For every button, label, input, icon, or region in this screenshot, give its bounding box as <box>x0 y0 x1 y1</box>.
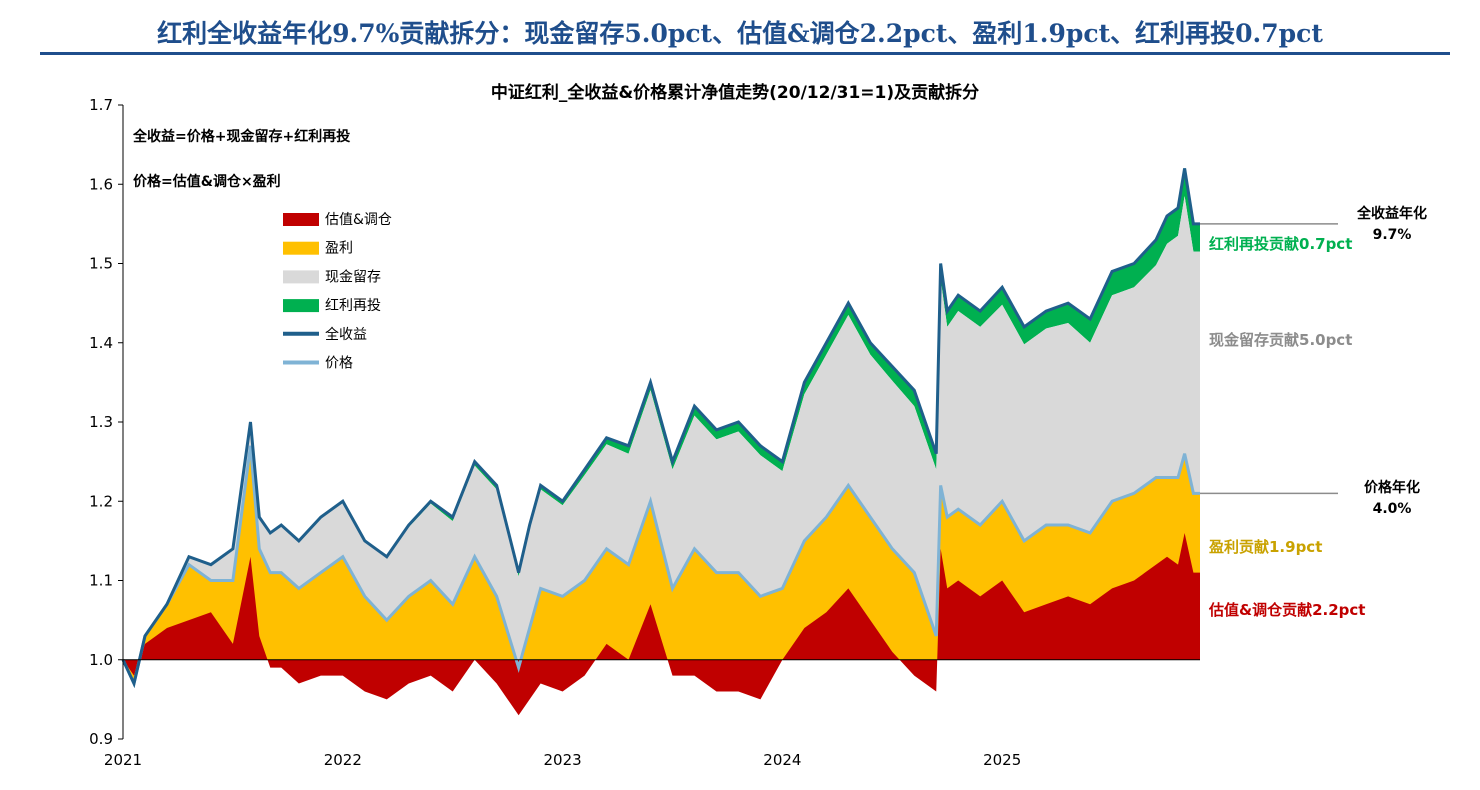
x-tick-label: 2022 <box>324 751 362 769</box>
x-tick-label: 2021 <box>104 751 142 769</box>
y-tick-label: 1.6 <box>89 175 113 193</box>
headline-rule <box>40 52 1450 55</box>
formula-price: 价格=估值&调仓×盈利 <box>133 173 281 190</box>
y-tick-label: 1.5 <box>89 255 113 273</box>
y-tick-label: 1.7 <box>89 96 113 114</box>
line-total-return <box>121 168 1200 689</box>
y-tick-label: 1.2 <box>89 492 113 510</box>
legend-swatch <box>283 213 319 226</box>
y-tick-label: 1.3 <box>89 413 113 431</box>
legend-swatch <box>283 270 319 284</box>
line-price <box>121 445 1200 689</box>
contribution-annotation: 红利再投贡献0.7pct <box>1209 235 1352 253</box>
formula-total-return: 全收益=价格+现金留存+红利再投 <box>132 128 350 145</box>
y-tick-label: 1.1 <box>89 572 113 590</box>
legend-label: 全收益 <box>325 326 367 343</box>
legend-label: 现金留存 <box>325 269 381 285</box>
contribution-annotation: 估值&调仓贡献2.2pct <box>1208 601 1365 619</box>
legend-label: 估值&调仓 <box>325 212 392 228</box>
y-tick-label: 1.4 <box>89 334 113 352</box>
y-tick-label: 1.0 <box>89 651 113 669</box>
legend-label: 红利再投 <box>325 298 381 314</box>
end-label-value: 9.7% <box>1373 227 1412 243</box>
legend-swatch <box>283 299 319 313</box>
y-tick-label: 0.9 <box>89 730 113 748</box>
end-label-title: 价格年化 <box>1364 479 1420 496</box>
contribution-annotation: 盈利贡献1.9pct <box>1208 538 1322 556</box>
x-tick-label: 2023 <box>543 751 581 769</box>
legend-label: 盈利 <box>325 241 353 257</box>
area-valuation <box>123 532 1200 716</box>
area-cash <box>123 196 1200 684</box>
end-label-value: 4.0% <box>1373 501 1412 517</box>
legend-label: 价格 <box>325 356 353 372</box>
end-label-title: 全收益年化 <box>1356 205 1427 222</box>
page-headline: 红利全收益年化9.7%贡献拆分：现金留存5.0pct、估值&调仓2.2pct、盈… <box>157 19 1323 48</box>
legend-swatch <box>283 241 319 255</box>
x-tick-label: 2025 <box>983 751 1021 769</box>
contribution-annotation: 现金留存贡献5.0pct <box>1209 331 1352 349</box>
chart-title: 中证红利_全收益&价格累计净值走势(20/12/31=1)及贡献拆分 <box>491 82 979 103</box>
x-tick-label: 2024 <box>763 751 801 769</box>
